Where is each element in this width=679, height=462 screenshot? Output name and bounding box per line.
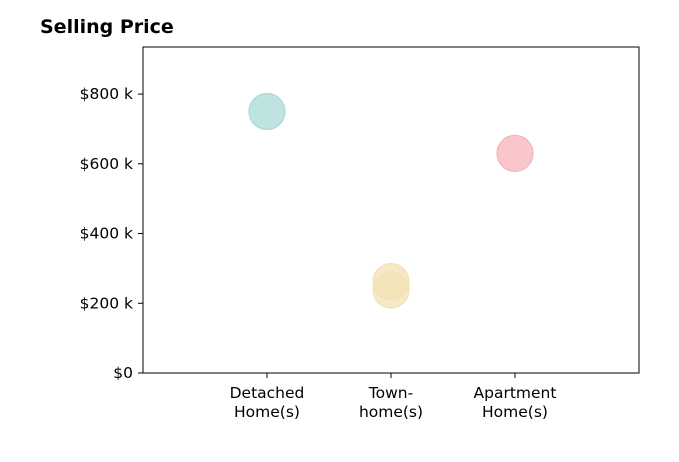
x-tick-label-1: Town-home(s) (359, 384, 423, 421)
data-points (248, 92, 534, 309)
plot-frame (142, 46, 640, 374)
chart-title: Selling Price (40, 16, 174, 38)
y-tick-label-0: $0 (113, 364, 133, 382)
x-axis: Detached Home(s) Town-home(s) Apartment Home… (230, 373, 557, 421)
y-tick-label-2: $400 k (80, 225, 133, 243)
data-point-0 (248, 92, 286, 131)
x-tick-label-0: Detached Home(s) (230, 384, 305, 421)
y-tick-label-4: $800 k (80, 85, 133, 103)
data-point-2 (372, 271, 410, 309)
x-tick-label-2: Apartment Home(s) (474, 384, 557, 421)
data-point-3 (496, 134, 534, 172)
y-axis: $0 $200 k $400 k $600 k $800 k (80, 85, 143, 382)
y-tick-label-1: $200 k (80, 294, 133, 312)
y-tick-label-3: $600 k (80, 155, 133, 173)
